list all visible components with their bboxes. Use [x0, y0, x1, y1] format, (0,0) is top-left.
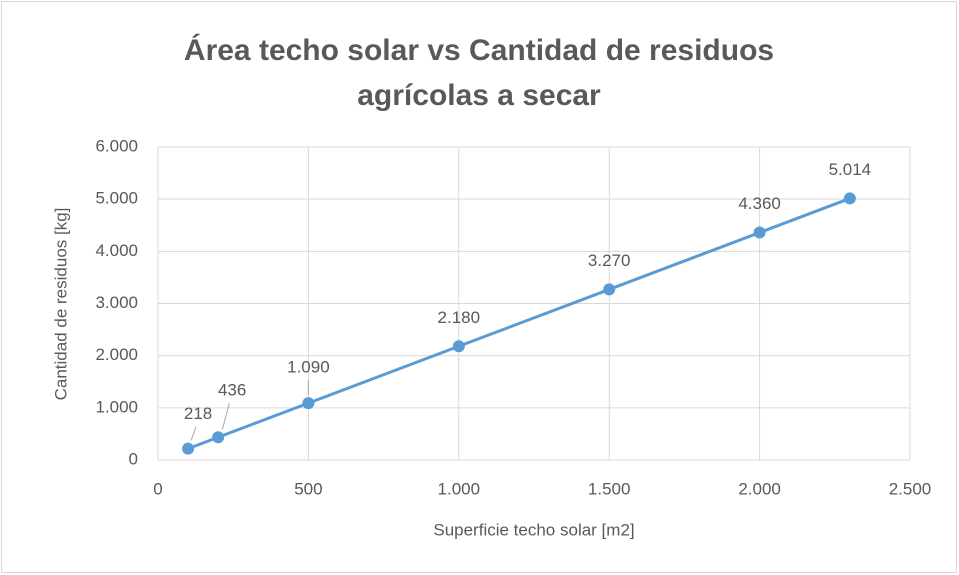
y-tick-label: 0	[129, 449, 138, 468]
y-tick-label: 4.000	[95, 241, 138, 260]
data-point	[212, 431, 225, 444]
data-label: 436	[218, 381, 246, 400]
x-axis-label: Superficie techo solar [m2]	[433, 520, 634, 539]
y-tick-label: 2.000	[95, 345, 138, 364]
data-label: 3.270	[588, 251, 631, 270]
data-label: 5.014	[829, 160, 872, 179]
leader-line	[221, 403, 230, 430]
y-axis-label: Cantidad de residuos [kg]	[51, 208, 70, 401]
data-point	[603, 283, 616, 296]
data-point	[753, 226, 766, 239]
data-point	[843, 192, 856, 205]
x-tick-label: 2.500	[889, 479, 932, 498]
y-tick-label: 1.000	[95, 397, 138, 416]
y-tick-label: 3.000	[95, 293, 138, 312]
x-tick-label: 1.000	[438, 479, 481, 498]
y-tick-label: 6.000	[95, 136, 138, 155]
data-point	[302, 397, 315, 410]
y-tick-label: 5.000	[95, 189, 138, 208]
data-label: 2.180	[438, 308, 481, 327]
x-tick-label: 2.000	[738, 479, 781, 498]
data-label: 1.090	[287, 358, 330, 377]
data-label: 4.360	[738, 194, 781, 213]
x-tick-label: 1.500	[588, 479, 631, 498]
chart-title: Área techo solar vs Cantidad de residuos	[184, 33, 774, 67]
x-tick-label: 0	[153, 479, 162, 498]
chart-title: agrícolas a secar	[357, 79, 601, 112]
data-point	[182, 442, 195, 455]
data-label: 218	[184, 404, 212, 423]
data-point	[452, 340, 465, 353]
leader-line	[190, 426, 197, 441]
x-tick-label: 500	[294, 479, 322, 498]
